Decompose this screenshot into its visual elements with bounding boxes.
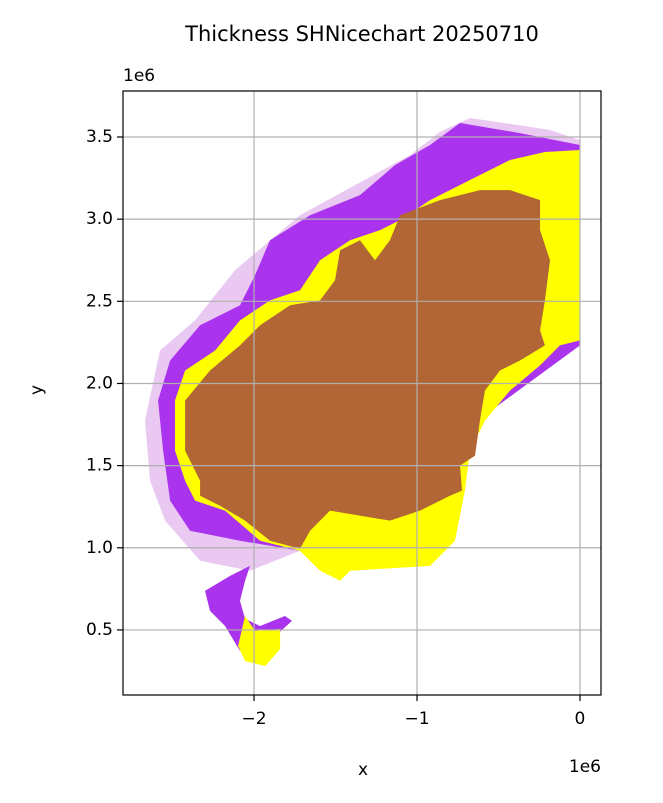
x-tick-label: −2 bbox=[241, 709, 266, 729]
y-tick-label: 1.0 bbox=[86, 538, 113, 558]
y-tick-label: 3.5 bbox=[86, 127, 113, 147]
y-tick-label: 3.0 bbox=[86, 209, 113, 229]
region bbox=[185, 190, 550, 549]
y-axis-label: y bbox=[27, 385, 47, 395]
axes-frame bbox=[122, 90, 602, 696]
y-tick-label: 2.0 bbox=[86, 373, 113, 393]
y-tick-label: 2.5 bbox=[86, 291, 113, 311]
x-axis-label: x bbox=[358, 760, 368, 780]
y-offset: 1e6 bbox=[123, 66, 155, 86]
y-tick-label: 0.5 bbox=[86, 620, 113, 640]
x-tick-label: 0 bbox=[575, 709, 586, 729]
chart-title: Thickness SHNicechart 20250710 bbox=[184, 22, 539, 46]
x-offset: 1e6 bbox=[569, 757, 601, 777]
region bbox=[238, 615, 281, 667]
x-tick-label: −1 bbox=[404, 709, 429, 729]
y-tick-label: 1.5 bbox=[86, 456, 113, 476]
